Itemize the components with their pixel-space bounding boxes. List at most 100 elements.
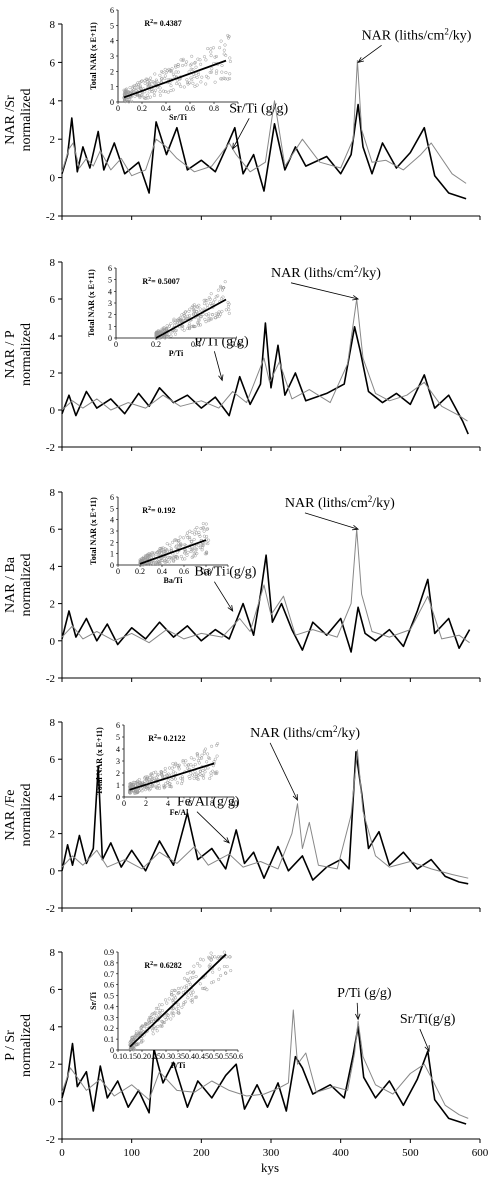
inset-point [205,535,209,539]
y-tick-label: 0 [50,636,56,648]
y-tick-label: 0 [50,173,56,185]
annotation-label: Ba/Ti (g/g) [194,565,256,580]
inset-point [146,79,150,83]
inset-point [202,749,206,753]
inset-point [132,789,136,793]
inset-point [205,760,209,764]
inset-point [136,81,140,85]
inset-point [172,997,176,1001]
inset-point [173,777,177,781]
inset-point [197,322,201,326]
inset-point [150,551,155,555]
inset-y-tick-label: 0 [110,98,114,107]
inset-point [161,546,165,550]
inset-x-tick-label: 0.2 [135,567,145,576]
inset-point [200,544,204,548]
inset-point [208,757,212,761]
inset-point [178,535,182,539]
inset-y-tick-label: 4 [110,37,114,46]
inset-point [192,776,196,781]
inset-point [147,1021,151,1025]
inset-point [161,1021,165,1025]
inset-point [134,1032,138,1036]
inset-point [201,312,205,317]
y-tick-label: -2 [46,903,55,915]
inset-point [159,550,163,554]
inset-x-tick-label: 0.2 [137,1052,147,1061]
inset-x-tick-label: 0.8 [209,104,219,113]
inset-point [158,73,162,77]
annotation-label: NAR (liths/cm2/ky) [250,724,360,741]
annotation-label: Sr/Ti(g/g) [400,1012,456,1027]
inset-point [197,318,201,322]
inset-point [229,969,233,973]
inset-point [155,80,159,84]
inset-point [176,1004,180,1008]
inset-point [208,776,212,781]
inset-point [189,991,193,995]
inset-x-tick-label: 1 [236,104,240,113]
inset-y-tick-label: 3 [108,299,112,308]
inset-point [201,522,205,526]
inset-point [213,772,217,776]
inset-x-tick-label: 0.6 [179,567,189,576]
annotation-arrow [356,1002,359,1020]
inset-point [173,538,177,542]
inset-point [154,1013,158,1018]
inset-point [195,75,199,80]
inset-point [167,997,171,1001]
inset-point [148,779,152,783]
inset-point [149,772,153,777]
inset-x-tick-label: 2 [144,799,148,808]
annotation: NAR (liths/cm2/ky) [285,494,395,531]
inset-point [207,317,211,321]
inset-point [214,54,218,59]
inset-point [221,295,225,299]
inset-point [181,63,185,68]
inset-point [145,778,149,782]
x-axis-label: kys [261,1160,279,1175]
inset-point [193,762,197,767]
annotation-arrowhead [227,605,234,612]
annotation-label: P/Ti (g/g) [337,986,392,1001]
y-tick-label: 4 [50,331,56,343]
inset-point [189,771,193,775]
y-axis-label-line: P / Sr [3,1030,18,1061]
inset-point [152,90,156,94]
inset-point [152,93,156,98]
inset-point [143,788,147,792]
y-axis-label-line: normalized [19,1014,34,1077]
inset-point [202,751,206,755]
inset-point [172,1011,176,1015]
series-line-2 [61,749,469,879]
inset-x-tick-label: 0.4 [185,1052,195,1061]
inset-point [145,93,149,97]
inset-point [190,1000,194,1004]
annotation: NAR (liths/cm2/ky) [271,264,381,301]
inset-point [155,550,159,554]
inset-point [128,86,132,90]
annotation-arrowhead [424,1045,430,1053]
inset-point [190,988,194,992]
inset-point [165,773,169,777]
inset-point [209,958,213,962]
inset-point [163,1015,167,1019]
inset-point [179,554,183,558]
inset-point [193,84,197,88]
inset-point [198,957,203,961]
inset-point [211,46,216,50]
inset-point [190,539,194,543]
inset-point [160,69,164,74]
annotation: NAR (liths/cm2/ky) [357,26,472,64]
inset-point [189,67,193,71]
inset-point [124,91,128,95]
inset-point [209,54,213,58]
inset-point [182,85,186,89]
inset-point [222,964,226,969]
inset-point [206,542,210,546]
inset-point [182,317,186,321]
inset-point [220,309,224,313]
inset-point [139,1031,143,1035]
inset-point [206,47,210,51]
